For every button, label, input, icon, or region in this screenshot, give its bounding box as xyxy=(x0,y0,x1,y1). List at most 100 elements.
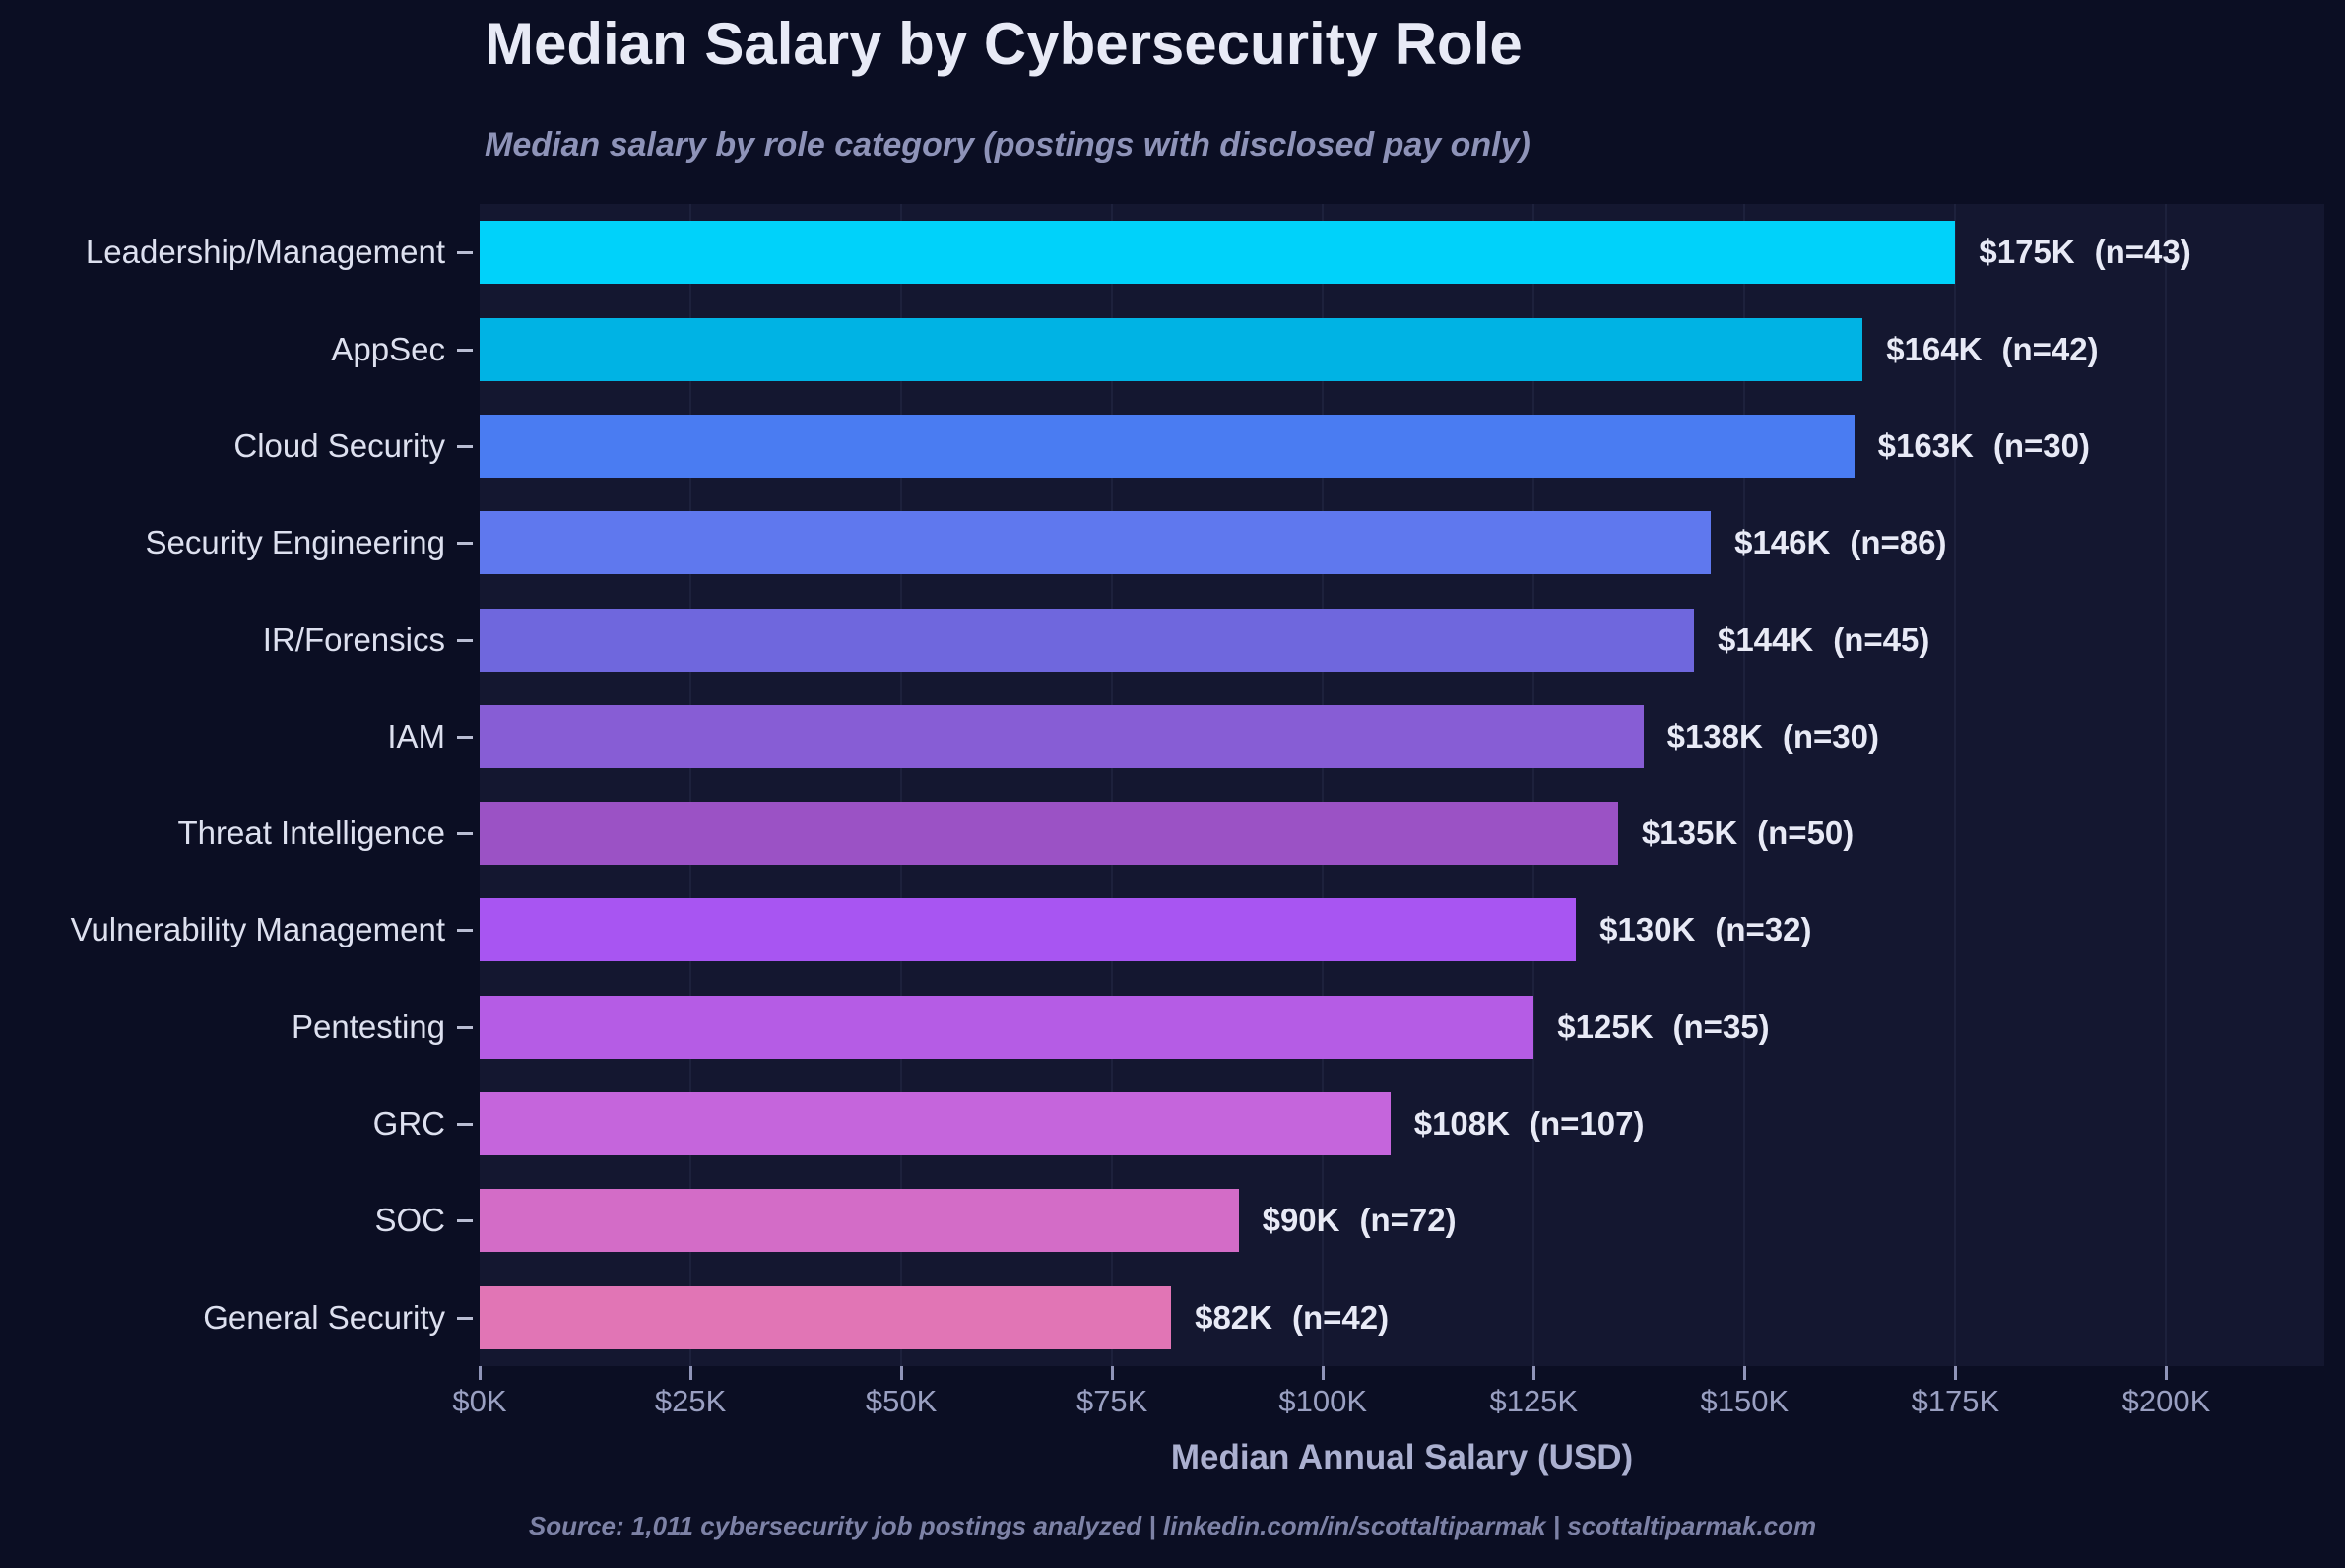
salary-value: $135K xyxy=(1641,815,1738,851)
y-tick-ir-forensics xyxy=(457,639,473,642)
category-label-pentesting: Pentesting xyxy=(292,1009,445,1045)
y-tick-grc xyxy=(457,1123,473,1126)
category-label-security-engineering: Security Engineering xyxy=(145,524,445,560)
sample-size: (n=50) xyxy=(1757,815,1855,851)
bar-threat-intelligence xyxy=(480,802,1618,865)
gridline-75k xyxy=(1111,204,1114,1366)
category-label-iam: IAM xyxy=(387,718,445,754)
value-label-iam: $138K (n=30) xyxy=(1667,705,1879,768)
gridline-25k xyxy=(689,204,692,1366)
bar-vulnerability-management xyxy=(480,898,1577,961)
salary-value: $138K xyxy=(1666,718,1763,754)
category-label-grc: GRC xyxy=(372,1105,445,1142)
y-tick-general-security xyxy=(457,1317,473,1320)
category-label-appsec: AppSec xyxy=(331,331,445,367)
salary-value: $125K xyxy=(1557,1009,1654,1045)
y-tick-security-engineering xyxy=(457,542,473,545)
x-axis-tick-band: $0K $25K $50K $75K $100K $125K $150K $175K $200K xyxy=(452,1366,2324,1435)
bar-security-engineering xyxy=(480,511,1712,574)
salary-value: $163K xyxy=(1877,427,1974,464)
value-label-vulnerability-management: $130K (n=32) xyxy=(1599,898,1811,961)
x-tick-mark-100k xyxy=(1322,1366,1326,1380)
category-label-leadership-management: Leadership/Management xyxy=(85,233,445,270)
salary-value: $146K xyxy=(1734,524,1831,560)
gridline-125k xyxy=(1532,204,1535,1366)
y-tick-leadership-management xyxy=(457,251,473,254)
y-tick-appsec xyxy=(457,349,473,352)
category-label-vulnerability-management: Vulnerability Management xyxy=(70,911,445,947)
x-tick-mark-200k xyxy=(2165,1366,2169,1380)
x-tick-label-0k: $0K xyxy=(452,1384,507,1418)
sample-size: (n=107) xyxy=(1529,1105,1645,1142)
y-axis-tick-marks xyxy=(455,204,475,1366)
sample-size: (n=42) xyxy=(2001,331,2099,367)
x-tick-label-200k: $200K xyxy=(2121,1384,2211,1418)
gridline-100k xyxy=(1322,204,1325,1366)
source-footer: Source: 1,011 cybersecurity job postings… xyxy=(528,1511,1817,1540)
x-tick-label-25k: $25K xyxy=(654,1384,727,1418)
sample-size: (n=45) xyxy=(1833,621,1930,658)
value-label-threat-intelligence: $135K (n=50) xyxy=(1642,802,1854,865)
x-tick-label-175k: $175K xyxy=(1911,1384,2000,1418)
salary-value: $90K xyxy=(1262,1202,1340,1238)
value-label-ir-forensics: $144K (n=45) xyxy=(1718,609,1929,672)
x-tick-mark-50k xyxy=(900,1366,904,1380)
x-tick-mark-25k xyxy=(689,1366,693,1380)
x-axis-title: Median Annual Salary (USD) xyxy=(1170,1438,1634,1476)
value-label-soc: $90K (n=72) xyxy=(1263,1189,1457,1252)
gridline-175k xyxy=(1954,204,1957,1366)
x-tick-label-100k: $100K xyxy=(1278,1384,1368,1418)
bar-iam xyxy=(480,705,1644,768)
x-tick-mark-150k xyxy=(1743,1366,1747,1380)
x-tick-mark-0k xyxy=(479,1366,482,1380)
x-tick-mark-175k xyxy=(1954,1366,1958,1380)
bar-cloud-security xyxy=(480,415,1855,478)
bar-ir-forensics xyxy=(480,609,1694,672)
value-label-cloud-security: $163K (n=30) xyxy=(1878,415,2090,478)
category-label-threat-intelligence: Threat Intelligence xyxy=(177,815,446,851)
salary-value: $130K xyxy=(1599,911,1696,947)
value-label-general-security: $82K (n=42) xyxy=(1195,1286,1389,1349)
x-tick-mark-75k xyxy=(1111,1366,1115,1380)
chart-title: Median Salary by Cybersecurity Role xyxy=(485,11,1523,77)
gridline-200k xyxy=(2165,204,2168,1366)
x-tick-label-75k: $75K xyxy=(1075,1384,1148,1418)
y-tick-soc xyxy=(457,1219,473,1222)
gridline-150k xyxy=(1743,204,1746,1366)
sample-size: (n=43) xyxy=(2094,233,2191,270)
chart-subtitle: Median salary by role category (postings… xyxy=(485,126,1531,163)
gridline-50k xyxy=(900,204,903,1366)
y-axis-category-labels: Leadership/Management AppSec Cloud Securit… xyxy=(0,204,445,1366)
value-label-leadership-management: $175K (n=43) xyxy=(1979,221,2190,284)
x-tick-label-50k: $50K xyxy=(865,1384,938,1418)
sample-size: (n=30) xyxy=(1782,718,1879,754)
category-label-general-security: General Security xyxy=(203,1299,445,1336)
sample-size: (n=42) xyxy=(1291,1299,1390,1336)
sample-size: (n=35) xyxy=(1672,1009,1770,1045)
salary-value: $82K xyxy=(1195,1299,1272,1336)
y-tick-iam xyxy=(457,736,473,739)
salary-value: $175K xyxy=(1979,233,2075,270)
sample-size: (n=30) xyxy=(1992,427,2091,464)
y-tick-pentesting xyxy=(457,1026,473,1029)
salary-value: $164K xyxy=(1886,331,1983,367)
bar-general-security xyxy=(480,1286,1172,1349)
x-tick-mark-125k xyxy=(1532,1366,1536,1380)
value-label-grc: $108K (n=107) xyxy=(1414,1092,1645,1155)
bar-leadership-management xyxy=(480,221,1956,284)
sample-size: (n=32) xyxy=(1715,911,1812,947)
value-label-security-engineering: $146K (n=86) xyxy=(1734,511,1946,574)
y-tick-vulnerability-management xyxy=(457,929,473,932)
plot-area: $175K (n=43) $164K (n=42) $163K (n=30) $146K (n… xyxy=(480,204,2324,1366)
sample-size: (n=86) xyxy=(1850,524,1947,560)
y-tick-cloud-security xyxy=(457,445,473,448)
category-label-soc: SOC xyxy=(374,1202,445,1238)
x-tick-label-150k: $150K xyxy=(1700,1384,1790,1418)
salary-value: $144K xyxy=(1717,621,1814,658)
sample-size: (n=72) xyxy=(1359,1202,1457,1238)
bar-grc xyxy=(480,1092,1391,1155)
bar-appsec xyxy=(480,318,1863,381)
y-tick-threat-intelligence xyxy=(457,832,473,835)
category-label-ir-forensics: IR/Forensics xyxy=(262,621,445,658)
